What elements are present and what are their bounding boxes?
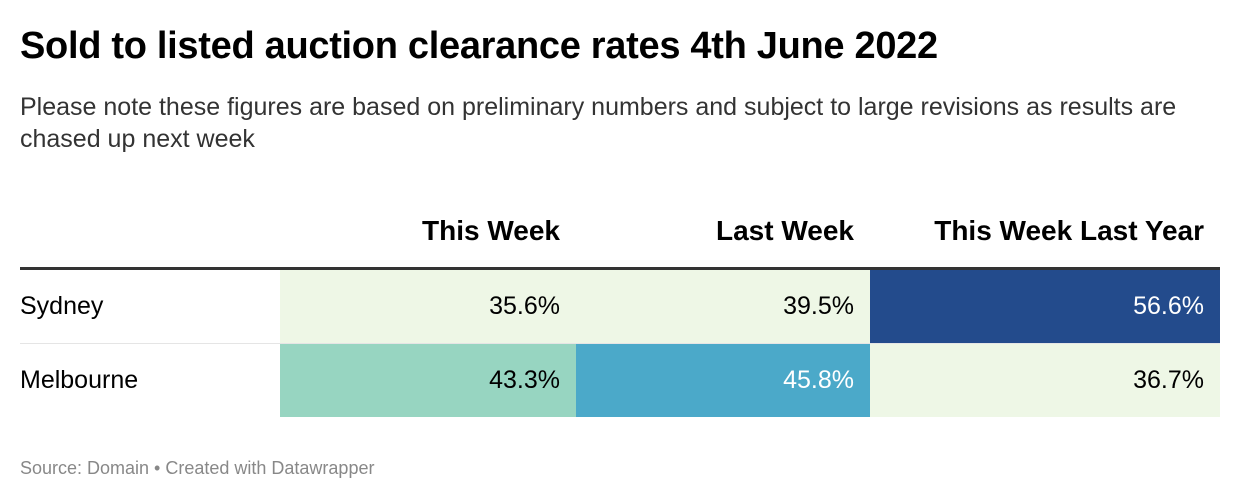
cell-sydney-last-week: 39.5% [576, 270, 870, 343]
cell-sydney-this-week: 35.6% [280, 270, 576, 343]
cell-melbourne-this-week-last-year: 36.7% [870, 344, 1220, 417]
table-header-row: This Week Last Week This Week Last Year [20, 205, 1220, 270]
table-row-melbourne: Melbourne 43.3% 45.8% 36.7% [20, 344, 1220, 417]
data-table: This Week Last Week This Week Last Year … [20, 205, 1220, 417]
row-label-melbourne: Melbourne [20, 366, 139, 394]
column-header-this-week-last-year: This Week Last Year [934, 215, 1204, 246]
cell-sydney-this-week-last-year: 56.6% [870, 270, 1220, 343]
source-footer: Source: Domain • Created with Datawrappe… [20, 458, 375, 478]
row-label-sydney: Sydney [20, 292, 104, 320]
column-header-last-week: Last Week [716, 215, 854, 246]
cell-melbourne-this-week: 43.3% [280, 344, 576, 417]
table-row-sydney: Sydney 35.6% 39.5% 56.6% [20, 270, 1220, 344]
chart-title: Sold to listed auction clearance rates 4… [20, 25, 938, 67]
cell-melbourne-last-week: 45.8% [576, 344, 870, 417]
column-header-this-week: This Week [422, 215, 560, 246]
chart-subtitle: Please note these figures are based on p… [20, 93, 1177, 153]
